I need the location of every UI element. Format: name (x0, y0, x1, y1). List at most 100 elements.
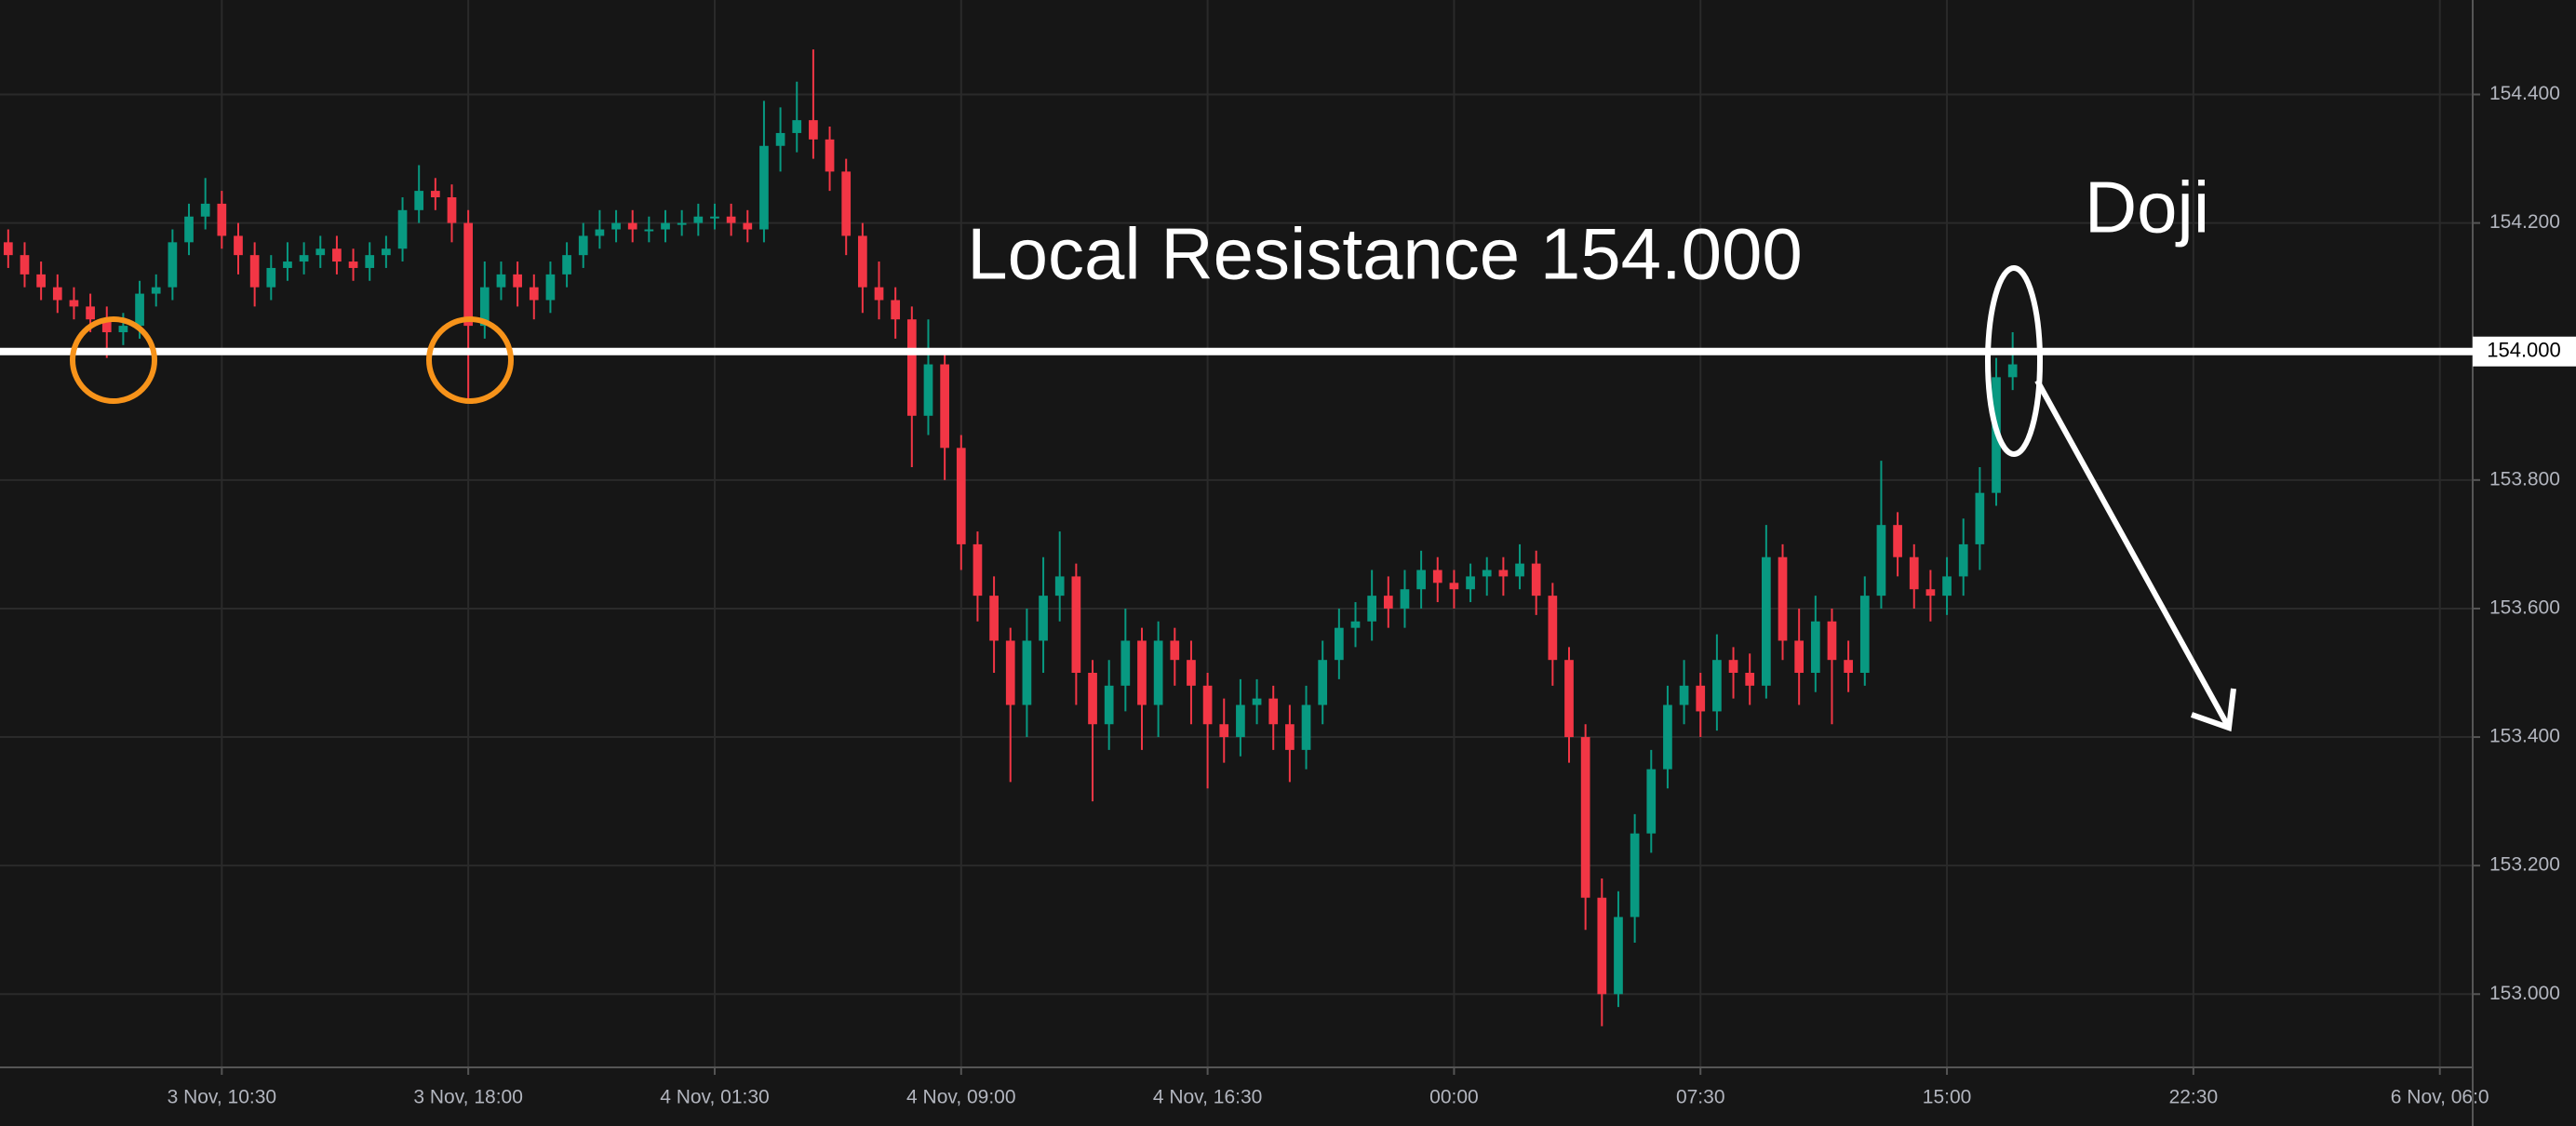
candle-body (1285, 724, 1295, 750)
highlight-circle (426, 316, 514, 404)
candle-body (1039, 596, 1048, 641)
candle-body (1482, 570, 1492, 577)
y-tick-label: 154.400 (2489, 83, 2560, 104)
annotation: Local Resistance 154.000 (967, 213, 1803, 295)
candle-body (69, 300, 79, 307)
doji-ellipse (1985, 265, 2043, 457)
candle-body (1893, 525, 1902, 557)
candle-body (1794, 640, 1805, 674)
candle-body (1564, 660, 1574, 738)
candle-body (529, 287, 539, 301)
candle-body (513, 274, 522, 288)
candle-body (956, 448, 966, 544)
candle-body (1745, 673, 1755, 686)
x-tick-label: 4 Nov, 16:30 (1153, 1087, 1263, 1108)
candle-body (36, 274, 46, 288)
candle-body (1416, 570, 1426, 590)
candle-body (118, 326, 128, 333)
candle-body (249, 255, 260, 288)
candle-body (283, 261, 292, 268)
candle-body (792, 120, 802, 133)
y-tick-label: 153.800 (2489, 468, 2560, 489)
candle-body (1548, 596, 1558, 661)
candle-body (677, 222, 687, 225)
candle-body (874, 287, 884, 301)
candle-body (1712, 660, 1722, 712)
candle-body (1942, 576, 1952, 597)
candle-body (743, 222, 753, 230)
candle-body (348, 261, 358, 268)
candle-body (906, 319, 917, 416)
candle-body (1449, 583, 1459, 590)
candle-body (710, 216, 719, 219)
candle-body (1844, 660, 1853, 674)
candle-body (1071, 576, 1081, 674)
candle-body (1925, 589, 1936, 597)
arrow-shaft (2034, 379, 2232, 730)
candle-body (1432, 570, 1442, 583)
candle-body (1679, 685, 1689, 705)
candle-body (1268, 698, 1279, 725)
x-tick-label: 4 Nov, 01:30 (660, 1087, 770, 1108)
candle-body (1318, 660, 1328, 705)
candle-body (168, 242, 178, 288)
candle-body (430, 191, 440, 197)
candle-body (1531, 563, 1541, 597)
x-tick-label: 4 Nov, 09:00 (906, 1087, 1016, 1108)
candle-body (1909, 556, 1919, 590)
candle-body (266, 267, 276, 288)
candle-body (1153, 640, 1163, 705)
candle-body (382, 248, 391, 256)
candle-body (973, 543, 983, 597)
candle-body (1120, 640, 1131, 686)
candle-body (1630, 833, 1640, 918)
candle-body (1334, 627, 1344, 661)
candle-body (1170, 640, 1180, 661)
candle-body (1810, 621, 1820, 674)
candle-body (1383, 596, 1393, 609)
candle-body (184, 216, 194, 243)
candle-body (858, 235, 867, 288)
y-tick-label: 154.200 (2489, 211, 2560, 233)
candle-body (627, 222, 637, 230)
candle-body (414, 191, 424, 210)
candle-body (611, 222, 621, 230)
x-tick-label: 22:30 (2169, 1087, 2219, 1108)
candle-body (1827, 621, 1837, 661)
candle-body (1219, 724, 1229, 738)
candle-body (1005, 640, 1015, 705)
candle-body (332, 248, 342, 262)
candle-body (1515, 563, 1524, 577)
highlight-circle (70, 316, 157, 404)
candle-body (1202, 685, 1213, 725)
candle-body (759, 145, 769, 230)
candle-body (1778, 556, 1788, 641)
candle-body (923, 364, 933, 416)
candle-body (1859, 596, 1870, 674)
candle-body (1236, 704, 1245, 738)
candle-body (809, 120, 818, 140)
x-tick-label: 15:00 (1923, 1087, 1972, 1108)
annotation: Doji (2085, 167, 2209, 248)
x-tick-label: 00:00 (1429, 1087, 1479, 1108)
candle-body (1252, 698, 1262, 705)
candle-body (644, 229, 654, 232)
y-tick-label: 153.200 (2489, 854, 2560, 876)
candle-body (151, 287, 161, 294)
candle-body (1498, 570, 1509, 577)
candle-body (397, 209, 408, 249)
candle-body (1367, 596, 1377, 622)
candle-body (447, 196, 457, 223)
candle-body (940, 364, 949, 449)
candle-body (365, 255, 375, 268)
candle-body (1728, 660, 1738, 674)
candle-body (234, 235, 243, 256)
candle-body (496, 274, 506, 288)
x-tick-label: 6 Nov, 06:0 (2391, 1087, 2489, 1108)
candle-body (463, 222, 474, 327)
candle-body (1580, 737, 1590, 898)
candle-body (315, 248, 326, 256)
y-tick-label: 153.000 (2489, 983, 2560, 1004)
